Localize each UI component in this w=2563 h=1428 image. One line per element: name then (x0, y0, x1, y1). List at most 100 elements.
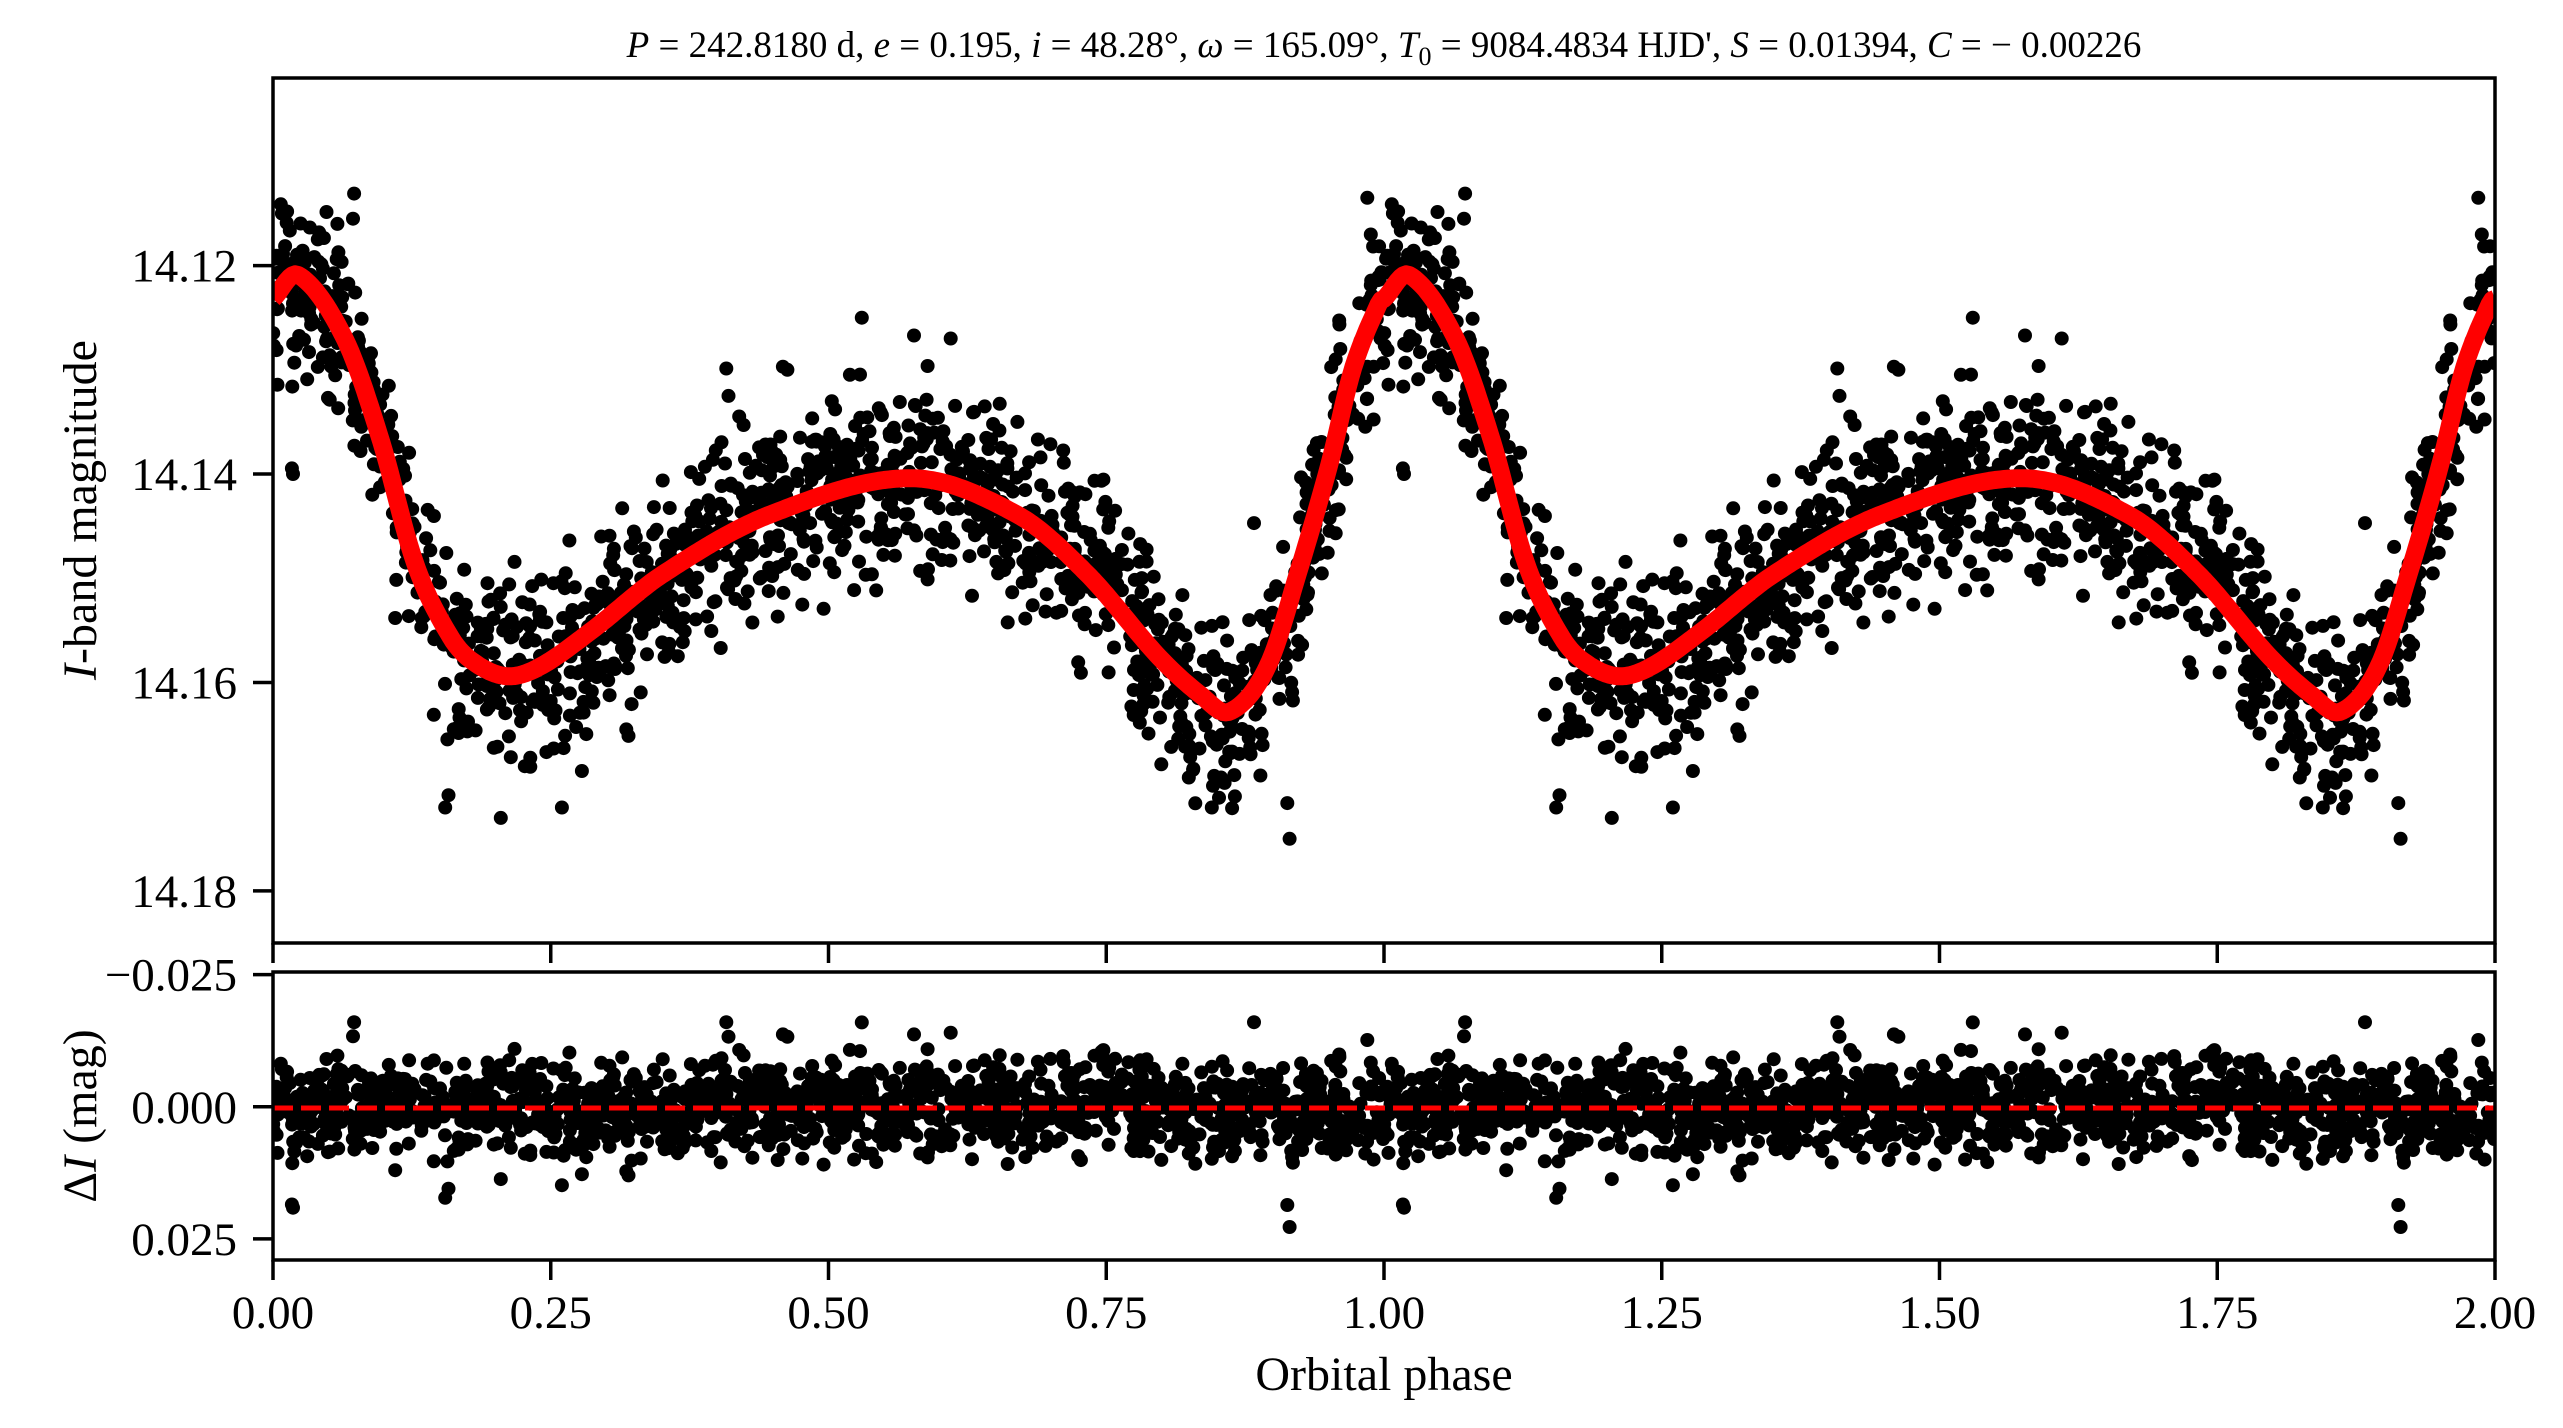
data-point (1022, 545, 1036, 560)
data-point (615, 641, 629, 656)
data-point (1525, 620, 1540, 635)
residual-point (824, 1053, 839, 1068)
data-point (1254, 726, 1269, 741)
data-point (1591, 621, 1606, 636)
data-point (1425, 230, 1440, 245)
data-point (273, 377, 285, 392)
data-point (2103, 396, 2118, 411)
data-point (574, 764, 589, 778)
data-point (1100, 566, 1115, 581)
data-point (347, 438, 362, 453)
residual-point (962, 1132, 977, 1147)
data-point (1130, 654, 1145, 669)
data-point (1339, 450, 1354, 465)
residual-point (562, 1045, 577, 1060)
data-point (1731, 661, 1746, 676)
data-point (1214, 770, 1228, 785)
data-point (801, 452, 816, 467)
data-point (2366, 738, 2381, 753)
data-point (1278, 660, 1293, 675)
data-point (790, 474, 805, 488)
residual-point (1614, 1140, 1629, 1155)
data-point (1904, 430, 1918, 445)
data-point (1638, 633, 1653, 648)
data-point (1829, 456, 1843, 471)
data-point (1061, 568, 1075, 583)
data-point (433, 575, 447, 590)
data-point (1980, 583, 1995, 598)
data-point (1208, 663, 1223, 677)
data-point (1413, 345, 1427, 360)
residual-point (1005, 1089, 1020, 1104)
data-point (2237, 683, 2252, 697)
data-point (2338, 768, 2353, 783)
data-point (1054, 603, 1069, 618)
residual-point (501, 1130, 516, 1145)
data-point (2315, 800, 2330, 815)
data-point (887, 548, 902, 563)
data-point (2059, 398, 2074, 413)
residual-point (439, 1060, 454, 1075)
data-point (2106, 477, 2121, 492)
data-point (1458, 186, 1473, 201)
data-point (909, 484, 924, 499)
data-point (486, 610, 501, 625)
data-point (390, 440, 405, 454)
data-point (1760, 522, 1775, 537)
data-point (2358, 516, 2372, 531)
data-point (364, 346, 378, 361)
data-point (565, 620, 579, 635)
data-point (754, 463, 769, 478)
data-point (2211, 566, 2226, 581)
data-point (805, 411, 820, 426)
data-point (1385, 206, 1400, 221)
data-point (1623, 652, 1638, 667)
data-point (2474, 227, 2489, 242)
data-point (944, 462, 959, 477)
data-point (2364, 768, 2379, 783)
data-point (2241, 654, 2256, 669)
data-point (1008, 523, 1023, 538)
data-point (996, 528, 1011, 543)
data-point (908, 399, 923, 413)
data-point (1636, 579, 1651, 594)
data-point (1689, 680, 1704, 695)
data-point (898, 507, 913, 522)
data-point (1475, 346, 1489, 361)
residual-point (1549, 1128, 1563, 1143)
data-point (1509, 468, 1523, 483)
residual-point (1005, 1140, 1020, 1155)
residual-point (2387, 1083, 2402, 1098)
residual-point (1366, 1152, 1381, 1167)
data-point (1687, 694, 1702, 709)
data-point (874, 511, 889, 526)
data-point (1293, 510, 1308, 525)
data-point (2199, 623, 2214, 638)
data-point (864, 452, 879, 466)
data-point (1849, 452, 1863, 466)
data-point (1912, 452, 1927, 467)
data-point (1248, 707, 1263, 722)
data-point (708, 594, 723, 609)
data-point (1041, 488, 1056, 503)
data-point (1877, 489, 1891, 504)
data-point (621, 728, 636, 743)
data-point (740, 584, 755, 599)
data-point (480, 576, 495, 591)
residual-point (1531, 1056, 1546, 1071)
data-point (1863, 440, 1878, 455)
data-point (640, 647, 654, 662)
data-point (1534, 543, 1549, 558)
data-point (2076, 520, 2091, 535)
data-point (562, 686, 577, 701)
data-point (1492, 378, 1507, 393)
residual-point (1713, 1139, 1728, 1154)
data-point (1459, 403, 1473, 418)
data-point (841, 502, 856, 517)
data-point (778, 475, 793, 490)
data-point (1594, 691, 1609, 706)
data-point (713, 641, 728, 655)
data-point (1926, 506, 1940, 521)
data-point (446, 722, 461, 737)
